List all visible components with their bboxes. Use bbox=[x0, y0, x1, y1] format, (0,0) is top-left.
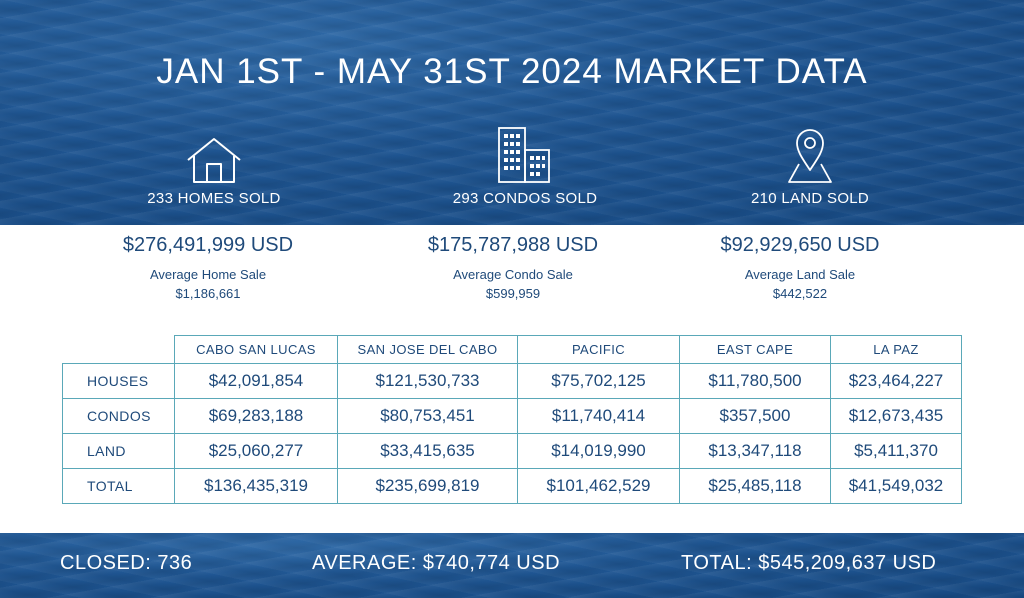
condos-total-amount: $175,787,988 USD bbox=[427, 234, 599, 256]
table-cell: $5,411,370 bbox=[830, 433, 962, 469]
table-cell: $14,019,990 bbox=[517, 433, 680, 469]
ocean-footer-background bbox=[0, 533, 1024, 598]
row-header: TOTAL bbox=[62, 468, 175, 504]
table-row: CONDOS $69,283,188 $80,753,451 $11,740,4… bbox=[62, 398, 962, 434]
land-average-label: Average Land Sale bbox=[744, 267, 856, 282]
table-cell: $33,415,635 bbox=[337, 433, 518, 469]
footer-average: AVERAGE: $740,774 USD bbox=[312, 552, 561, 574]
homes-summary: $276,491,999 USD Average Home Sale $1,18… bbox=[78, 234, 338, 301]
homes-average-label: Average Home Sale bbox=[149, 267, 267, 282]
table-cell: $41,549,032 bbox=[830, 468, 962, 504]
homes-sold-label: 233 HOMES SOLD bbox=[147, 190, 281, 207]
table-cell: $75,702,125 bbox=[517, 363, 680, 399]
table-header-row: CABO SAN LUCAS SAN JOSE DEL CABO PACIFIC… bbox=[62, 335, 962, 364]
condo-building-icon bbox=[405, 120, 645, 184]
homes-total-amount: $276,491,999 USD bbox=[122, 234, 294, 256]
table-row: LAND $25,060,277 $33,415,635 $14,019,990… bbox=[62, 433, 962, 469]
table-cell: $25,060,277 bbox=[174, 433, 338, 469]
footer-total: TOTAL: $545,209,637 USD bbox=[681, 552, 937, 574]
table-cell: $235,699,819 bbox=[337, 468, 518, 504]
table-cell: $23,464,227 bbox=[830, 363, 962, 399]
condos-sold-stat: 293 CONDOS SOLD bbox=[405, 120, 645, 207]
table-cell: $121,530,733 bbox=[337, 363, 518, 399]
column-header: CABO SAN LUCAS bbox=[174, 335, 338, 364]
condos-sold-label: 293 CONDOS SOLD bbox=[452, 190, 598, 207]
condos-summary: $175,787,988 USD Average Condo Sale $599… bbox=[383, 234, 643, 301]
column-header: EAST CAPE bbox=[679, 335, 831, 364]
table-cell: $13,347,118 bbox=[679, 433, 831, 469]
location-pin-icon bbox=[690, 120, 930, 184]
table-corner-cell bbox=[62, 335, 175, 364]
table-row: HOUSES $42,091,854 $121,530,733 $75,702,… bbox=[62, 363, 962, 399]
homes-average-value: $1,186,661 bbox=[175, 286, 241, 301]
table-cell: $11,740,414 bbox=[517, 398, 680, 434]
row-header: CONDOS bbox=[62, 398, 175, 434]
house-icon bbox=[94, 120, 334, 184]
table-cell: $69,283,188 bbox=[174, 398, 338, 434]
table-cell: $357,500 bbox=[679, 398, 831, 434]
row-header: HOUSES bbox=[62, 363, 175, 399]
column-header: SAN JOSE DEL CABO bbox=[337, 335, 518, 364]
table-cell: $42,091,854 bbox=[174, 363, 338, 399]
table-cell: $80,753,451 bbox=[337, 398, 518, 434]
land-average-value: $442,522 bbox=[772, 286, 828, 301]
table-cell: $12,673,435 bbox=[830, 398, 962, 434]
page-title: JAN 1ST - MAY 31ST 2024 MARKET DATA bbox=[156, 52, 868, 91]
table-cell: $25,485,118 bbox=[679, 468, 831, 504]
land-total-amount: $92,929,650 USD bbox=[720, 234, 880, 256]
table-cell: $136,435,319 bbox=[174, 468, 338, 504]
market-data-table: CABO SAN LUCAS SAN JOSE DEL CABO PACIFIC… bbox=[62, 335, 962, 504]
footer-closed: CLOSED: 736 bbox=[60, 552, 193, 574]
column-header: PACIFIC bbox=[517, 335, 680, 364]
table-row: TOTAL $136,435,319 $235,699,819 $101,462… bbox=[62, 468, 962, 504]
land-sold-stat: 210 LAND SOLD bbox=[690, 120, 930, 207]
ocean-header-background bbox=[0, 0, 1024, 225]
land-summary: $92,929,650 USD Average Land Sale $442,5… bbox=[670, 234, 930, 301]
condos-average-label: Average Condo Sale bbox=[453, 267, 573, 282]
table-cell: $101,462,529 bbox=[517, 468, 680, 504]
table-cell: $11,780,500 bbox=[679, 363, 831, 399]
column-header: LA PAZ bbox=[830, 335, 962, 364]
row-header: LAND bbox=[62, 433, 175, 469]
homes-sold-stat: 233 HOMES SOLD bbox=[94, 120, 334, 207]
condos-average-value: $599,959 bbox=[485, 286, 541, 301]
land-sold-label: 210 LAND SOLD bbox=[750, 190, 870, 207]
